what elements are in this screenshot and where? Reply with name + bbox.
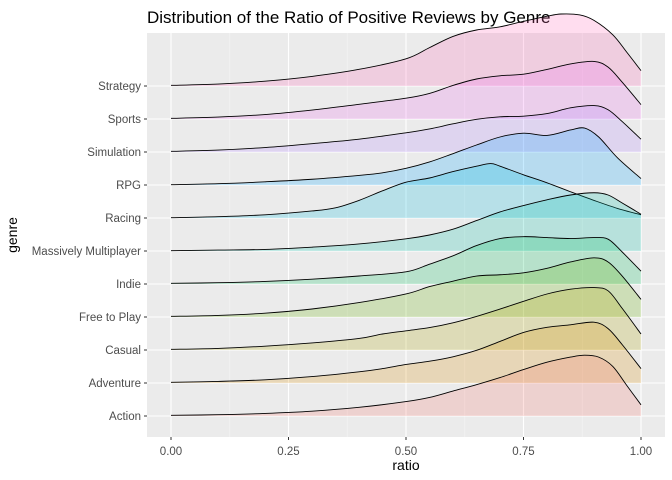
y-tick-label: Casual bbox=[105, 345, 141, 357]
y-tick-label: Action bbox=[109, 411, 141, 423]
ridge-rpg bbox=[170, 127, 642, 186]
ridge-free-to-play bbox=[170, 257, 642, 317]
ridge-sports bbox=[170, 60, 642, 119]
ridge-line bbox=[170, 163, 642, 219]
ridge-area bbox=[171, 355, 641, 416]
ridge-line bbox=[170, 105, 642, 152]
x-tick-label: 0.50 bbox=[395, 446, 417, 458]
ridge-line bbox=[170, 236, 642, 284]
chart-title: Distribution of the Ratio of Positive Re… bbox=[147, 8, 550, 27]
ridge-casual bbox=[170, 287, 642, 350]
ridge-adventure bbox=[170, 321, 642, 383]
y-tick-label: Massively Multiplayer bbox=[32, 246, 141, 258]
y-tick-label: RPG bbox=[116, 180, 141, 192]
ridge-racing bbox=[170, 163, 642, 219]
ridge-area bbox=[171, 127, 641, 185]
ridge-line bbox=[170, 257, 642, 317]
y-tick-label: Indie bbox=[116, 279, 141, 291]
y-tick-label: Sports bbox=[108, 114, 141, 126]
y-axis: Action Adventure Casual Free to Play Indie Ma… bbox=[32, 81, 147, 423]
ridge-area bbox=[171, 236, 641, 284]
ridge-action bbox=[170, 354, 642, 416]
y-tick-label: Racing bbox=[105, 213, 141, 225]
ridge-strategy bbox=[170, 13, 642, 86]
x-axis-title: ratio bbox=[392, 457, 419, 473]
ridge-area bbox=[171, 13, 641, 86]
ridge-area bbox=[171, 61, 641, 119]
ridge-line bbox=[170, 287, 642, 350]
ridge-line bbox=[170, 13, 642, 86]
ridge-line bbox=[170, 354, 642, 416]
x-tick-label: 0.25 bbox=[277, 446, 299, 458]
ridge-area bbox=[171, 257, 641, 317]
ridges bbox=[170, 13, 642, 416]
ridge-line bbox=[170, 127, 642, 186]
ridge-line bbox=[170, 192, 642, 252]
x-tick-label: 0.00 bbox=[160, 446, 182, 458]
ridge-area bbox=[171, 163, 641, 218]
y-axis-title: genre bbox=[4, 217, 20, 253]
x-tick-label: 1.00 bbox=[630, 446, 652, 458]
ridge-area bbox=[171, 105, 641, 152]
ridge-simulation bbox=[170, 105, 642, 152]
ridge-area bbox=[171, 287, 641, 350]
y-tick-label: Simulation bbox=[87, 147, 141, 159]
ridge-area bbox=[171, 322, 641, 383]
ridge-line bbox=[170, 60, 642, 119]
ridge-indie bbox=[170, 236, 642, 284]
y-tick-label: Free to Play bbox=[79, 312, 141, 324]
ridge-line bbox=[170, 321, 642, 383]
x-axis: 0.00 0.25 0.50 0.75 1.00 bbox=[160, 437, 652, 458]
y-tick-label: Strategy bbox=[98, 81, 141, 93]
x-tick-label: 0.75 bbox=[512, 446, 534, 458]
y-tick-label: Adventure bbox=[89, 378, 141, 390]
